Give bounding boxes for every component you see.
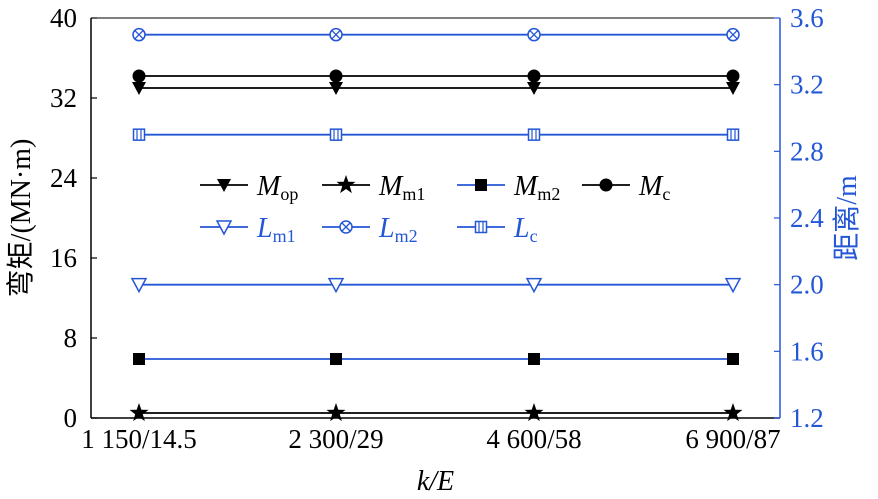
legend-marker — [599, 178, 613, 192]
data-point — [525, 277, 543, 294]
data-point — [130, 277, 148, 294]
series-mm1 — [129, 403, 743, 422]
legend-label: Lm2 — [378, 213, 418, 246]
data-point — [726, 82, 740, 95]
right-tick-label: 1.6 — [790, 336, 824, 366]
left-tick-label: 16 — [50, 243, 77, 273]
legend-item-lm1: Lm1 — [200, 213, 296, 246]
data-point — [329, 82, 343, 95]
data-point — [527, 82, 541, 95]
series-mc — [132, 69, 740, 83]
legend-marker — [217, 179, 231, 192]
right-tick-label: 3.6 — [790, 3, 824, 33]
legend: Mop Mm1 Mm2 Mc Lm1 Lm2 Lc — [200, 171, 670, 246]
series-layer — [129, 27, 743, 422]
series-lm2 — [132, 27, 740, 42]
series-lm1 — [130, 277, 742, 294]
data-point — [726, 27, 740, 42]
left-axis-label: 弯矩/(MN·m) — [5, 139, 37, 298]
data-point — [326, 403, 346, 422]
x-tick-label: 2 300/29 — [288, 424, 383, 454]
data-point — [327, 277, 345, 294]
data-point — [133, 353, 145, 365]
legend-item-mm2: Mm2 — [457, 171, 560, 204]
data-point — [330, 353, 342, 365]
data-point — [726, 128, 740, 141]
legend-label: Mop — [256, 171, 298, 204]
data-point — [329, 27, 343, 42]
right-tick-label: 2.4 — [790, 203, 824, 233]
data-point — [527, 27, 541, 42]
legend-label: Mm1 — [378, 171, 425, 204]
data-point — [527, 69, 541, 83]
series-mm2 — [133, 353, 739, 365]
legend-label: Mc — [638, 171, 670, 204]
left-tick-label: 24 — [50, 163, 78, 193]
axes: 0 8 16 24 32 40 1.2 1.6 2.0 2.4 2.8 3.2 3.6 1 150/14.… — [5, 3, 863, 497]
legend-item-mop: Mop — [200, 171, 298, 204]
right-tick-label: 2.0 — [790, 270, 824, 300]
data-point — [527, 128, 541, 141]
series-lc — [132, 128, 740, 141]
data-point — [329, 69, 343, 83]
legend-label: Lm1 — [256, 213, 296, 246]
left-tick-label: 8 — [64, 323, 78, 353]
legend-label: Mm2 — [513, 171, 560, 204]
legend-marker — [336, 175, 356, 194]
legend-item-mc: Mc — [582, 171, 670, 204]
data-point — [329, 128, 343, 141]
x-tick-label: 4 600/58 — [486, 424, 581, 454]
legend-item-lm2: Lm2 — [322, 213, 418, 246]
legend-marker — [474, 220, 488, 234]
data-point — [724, 277, 742, 294]
right-tick-label: 1.2 — [790, 403, 824, 433]
legend-item-mm1: Mm1 — [322, 171, 425, 204]
right-tick-label: 3.2 — [790, 70, 824, 100]
data-point — [726, 69, 740, 83]
legend-marker — [215, 220, 233, 236]
data-point — [723, 403, 743, 422]
legend-label: Lc — [513, 213, 538, 246]
data-point — [727, 353, 739, 365]
data-point — [132, 27, 146, 42]
data-point — [132, 82, 146, 95]
legend-marker — [475, 179, 487, 191]
data-point — [524, 403, 544, 422]
data-point — [129, 403, 149, 422]
left-tick-label: 32 — [50, 83, 77, 113]
right-axis-label: 距离/m — [831, 175, 863, 261]
legend-item-lc: Lc — [457, 213, 538, 246]
series-mop — [132, 82, 740, 95]
data-point — [132, 128, 146, 141]
left-tick-label: 40 — [50, 3, 77, 33]
data-point — [528, 353, 540, 365]
x-tick-label: 1 150/14.5 — [81, 424, 197, 454]
x-tick-label: 6 900/87 — [685, 424, 780, 454]
left-tick-label: 0 — [64, 403, 78, 433]
legend-marker — [339, 220, 353, 234]
right-tick-label: 2.8 — [790, 136, 824, 166]
x-axis-label: k/E — [417, 466, 454, 497]
data-point — [132, 69, 146, 83]
